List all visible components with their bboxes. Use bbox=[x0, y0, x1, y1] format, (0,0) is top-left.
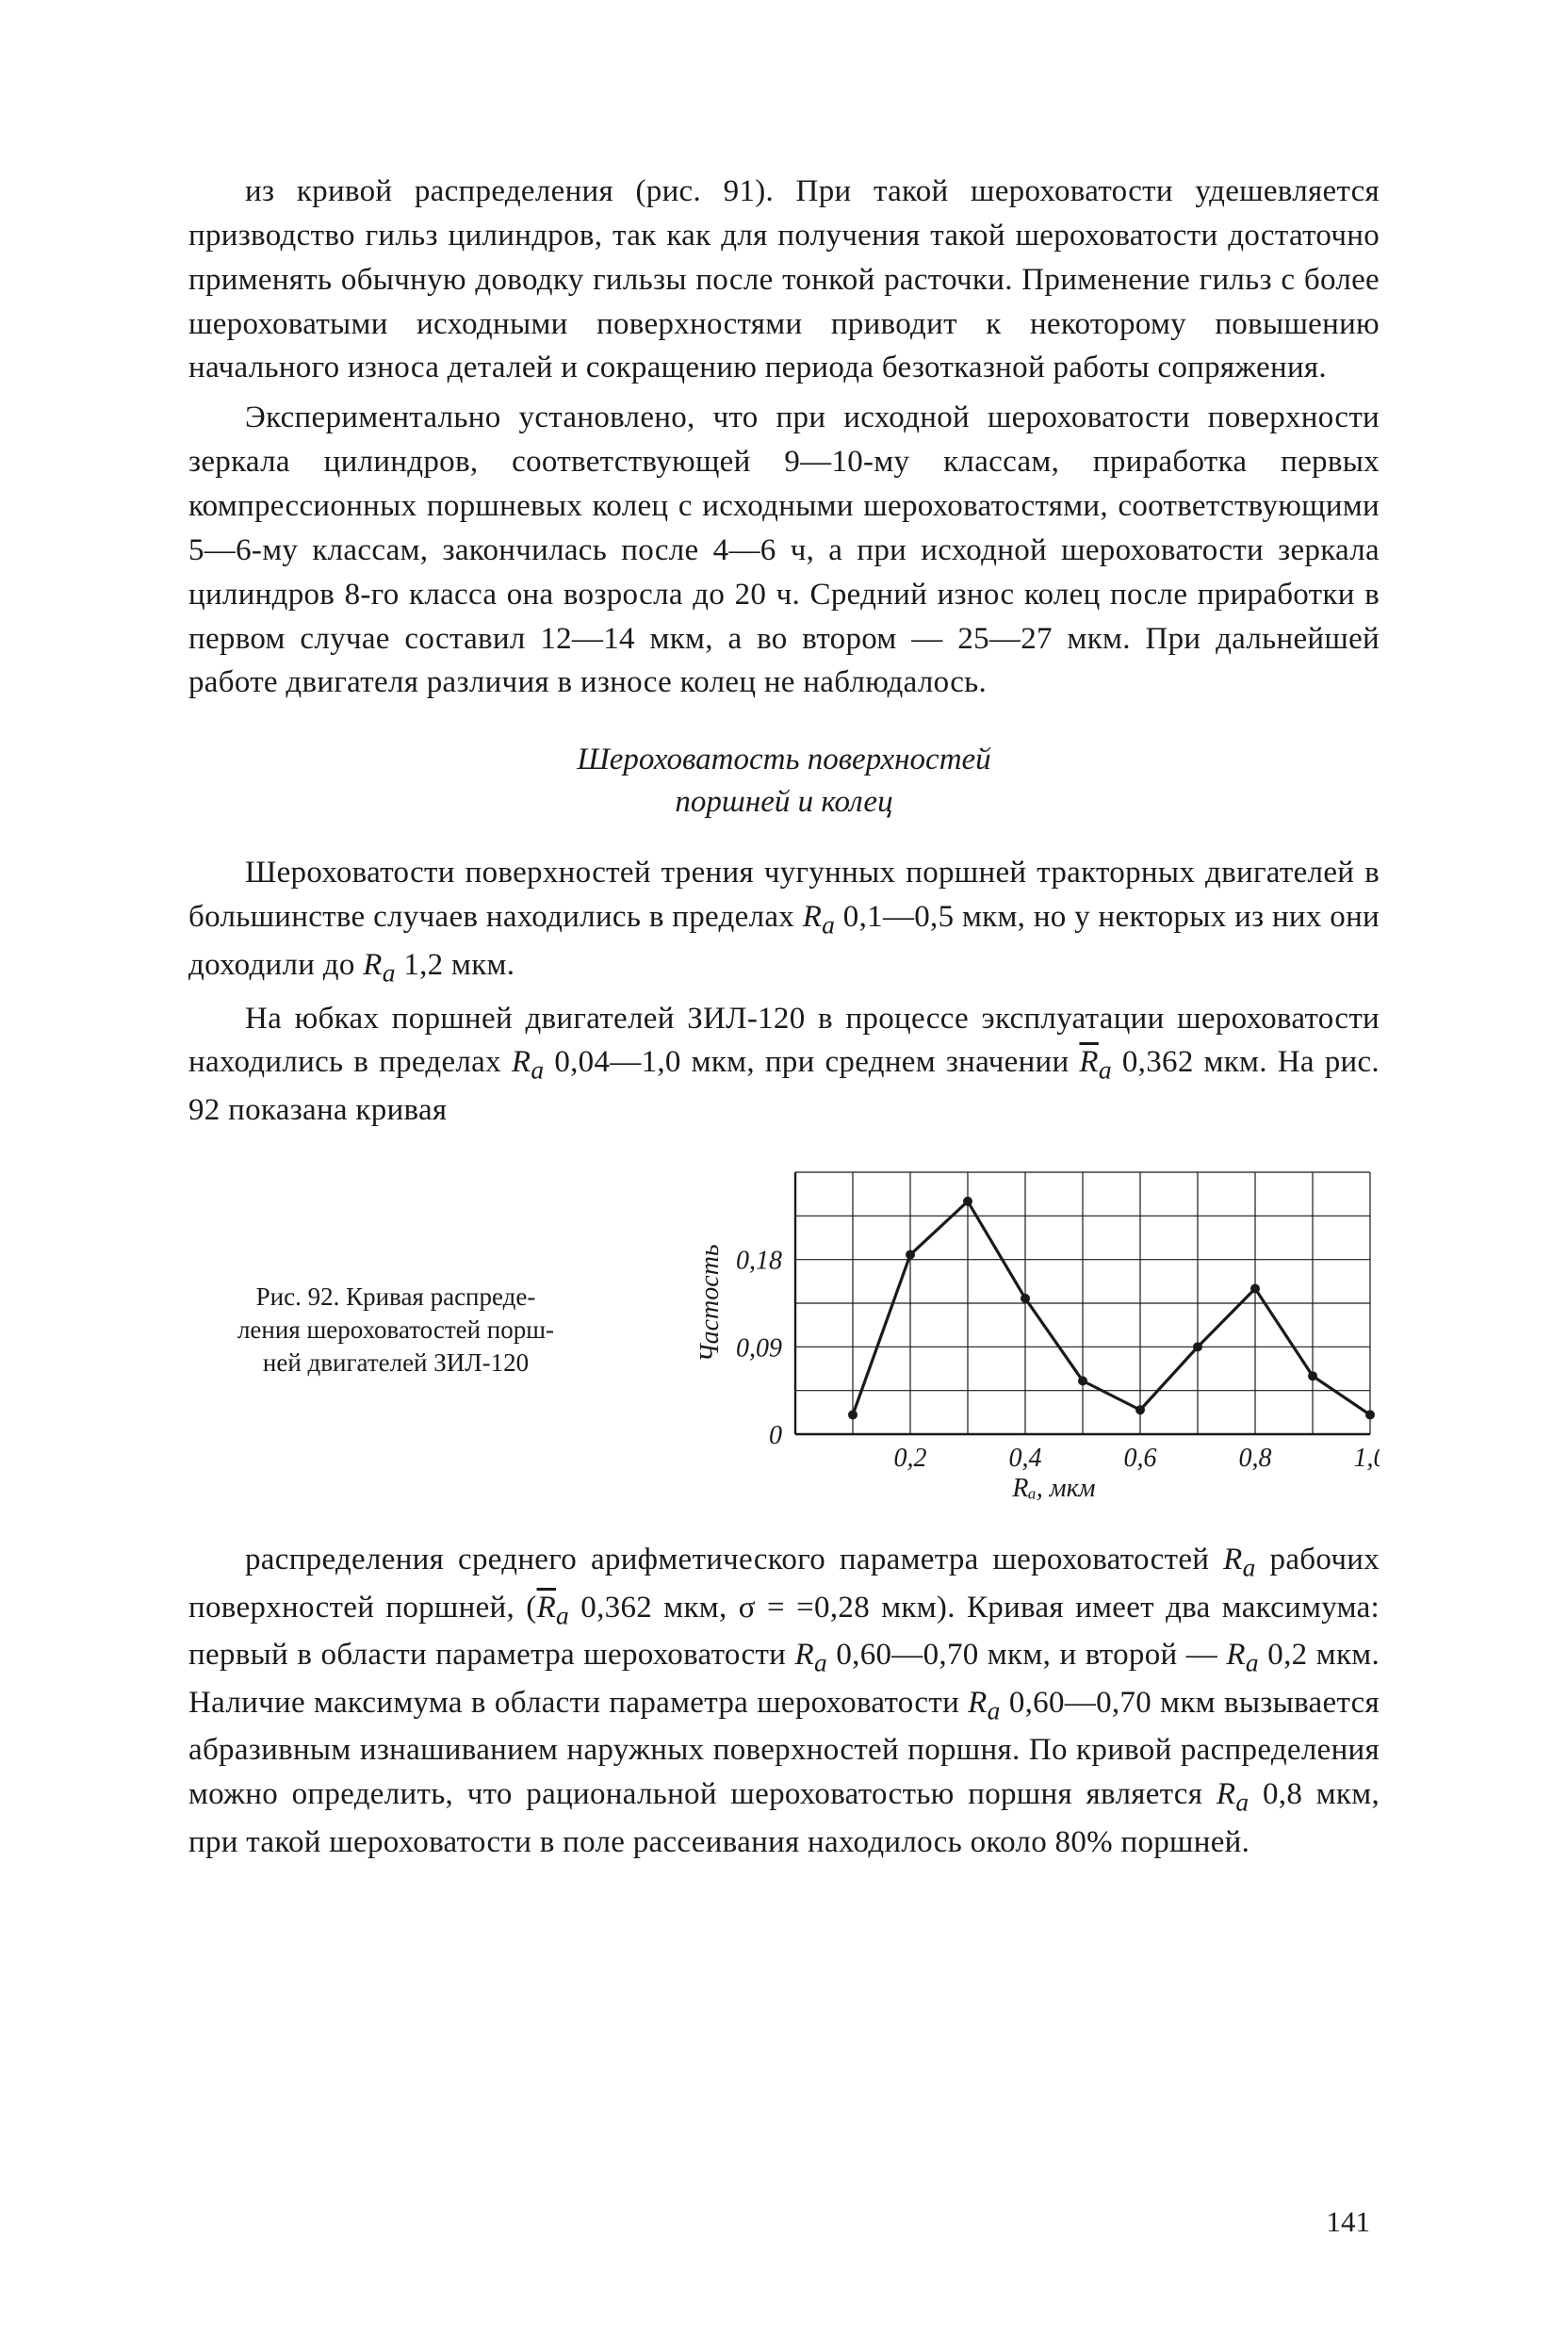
svg-text:0,4: 0,4 bbox=[1009, 1444, 1042, 1473]
section-title: Шероховатость поверхностей поршней и кол… bbox=[188, 739, 1380, 823]
figure-caption-line: ней двигателей ЗИЛ-120 bbox=[263, 1348, 529, 1377]
svg-text:0,09: 0,09 bbox=[736, 1333, 782, 1363]
svg-text:Частость: Частость bbox=[695, 1244, 725, 1362]
page: из кривой распределения (рис. 91). При т… bbox=[0, 0, 1568, 2352]
paragraph: На юбках поршней двигателей ЗИЛ-120 в пр… bbox=[188, 997, 1380, 1133]
figure-caption-line: Рис. 92. Кривая распреде- bbox=[256, 1282, 536, 1311]
svg-text:0,8: 0,8 bbox=[1239, 1444, 1272, 1473]
figure-caption-line: ления шероховатостей порш- bbox=[237, 1315, 554, 1344]
svg-text:1,0: 1,0 bbox=[1354, 1444, 1380, 1473]
paragraph: Шероховатости поверхностей трения чугунн… bbox=[188, 851, 1380, 990]
paragraph: Экспериментально установлено, что при ис… bbox=[188, 396, 1380, 705]
figure-row: Рис. 92. Кривая распреде- ления шерохова… bbox=[188, 1161, 1380, 1500]
figure-caption: Рис. 92. Кривая распреде- ления шерохова… bbox=[188, 1281, 603, 1380]
svg-text:0,2: 0,2 bbox=[894, 1444, 927, 1473]
paragraph: распределения среднего арифметического п… bbox=[188, 1538, 1380, 1865]
chart: 0 0,09 0,18 0,2 0,4 0,6 0,8 1,0 Частость Rₐ, мкм bbox=[682, 1161, 1380, 1500]
svg-text:Rₐ, мкм: Rₐ, мкм bbox=[1011, 1474, 1095, 1500]
section-title-line: поршней и колец bbox=[675, 785, 892, 819]
body-text-block-3: распределения среднего арифметического п… bbox=[188, 1538, 1380, 1865]
body-text-block-2: Шероховатости поверхностей трения чугунн… bbox=[188, 851, 1380, 1133]
svg-text:0,6: 0,6 bbox=[1124, 1444, 1157, 1473]
section-title-line: Шероховатость поверхностей bbox=[577, 743, 990, 776]
svg-text:0,18: 0,18 bbox=[736, 1247, 782, 1276]
page-number: 141 bbox=[1327, 2205, 1371, 2239]
svg-text:0: 0 bbox=[769, 1421, 782, 1450]
body-text-block-1: из кривой распределения (рис. 91). При т… bbox=[188, 170, 1380, 705]
paragraph: из кривой распределения (рис. 91). При т… bbox=[188, 170, 1380, 390]
